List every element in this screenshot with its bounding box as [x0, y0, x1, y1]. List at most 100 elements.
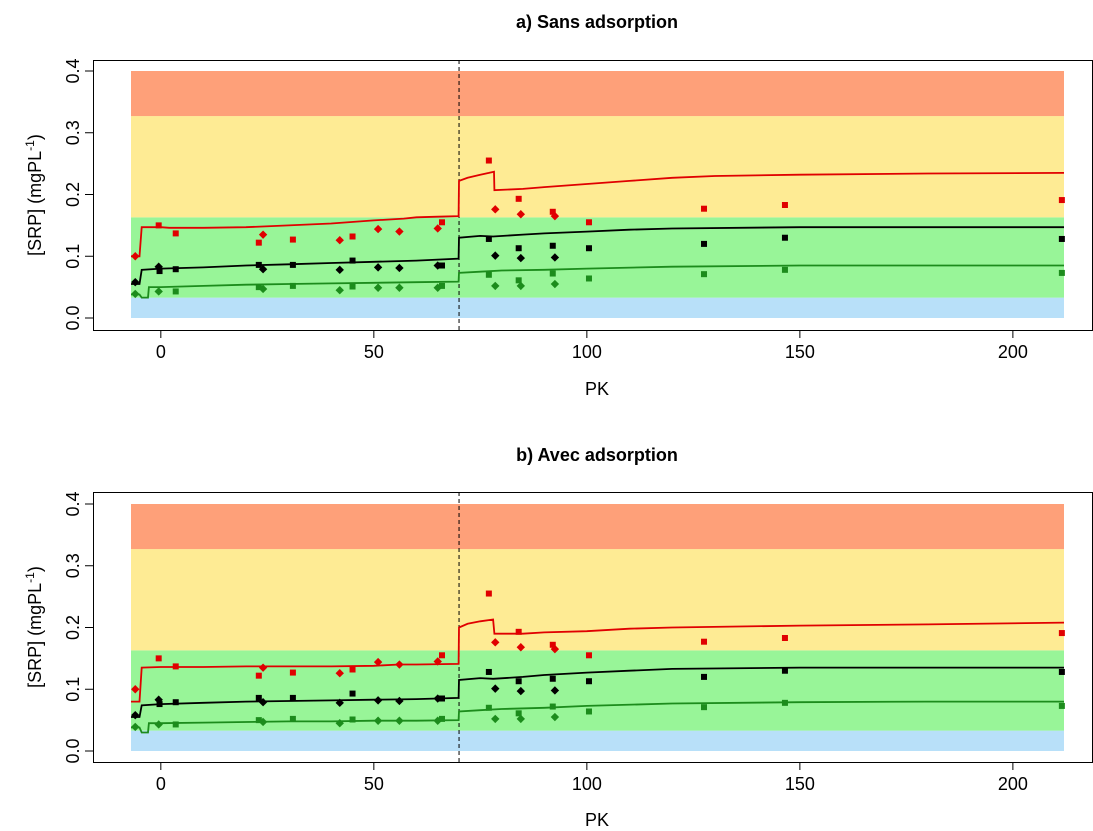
data-point-square	[289, 236, 296, 243]
data-point-square	[585, 245, 592, 252]
data-point-square	[172, 721, 179, 728]
data-point-diamond	[395, 227, 404, 236]
data-point-diamond	[154, 695, 163, 704]
data-point-diamond	[131, 277, 140, 287]
data-point-square	[172, 230, 179, 237]
data-point-diamond	[258, 265, 268, 274]
data-point-square	[156, 701, 163, 708]
x-tick-label: 200	[998, 342, 1028, 362]
data-point-square	[585, 219, 592, 226]
y-axis-title-main: [SRP] (mgPL	[25, 151, 45, 256]
data-point-square	[781, 234, 788, 241]
y-axis-title-main: [SRP] (mgPL	[25, 583, 45, 688]
series-line	[131, 226, 1064, 285]
data-point-square	[549, 242, 556, 249]
data-point-diamond	[550, 211, 560, 221]
data-point-square	[485, 271, 492, 278]
data-point-square	[485, 235, 492, 242]
x-tick-label: 150	[785, 342, 815, 362]
data-point-square	[701, 271, 708, 278]
y-axis-title: [SRP] (mgPL-1)	[23, 134, 45, 256]
data-point-square	[515, 245, 522, 252]
data-point-square	[485, 668, 492, 675]
data-point-square	[156, 268, 163, 275]
data-point-diamond	[335, 265, 344, 275]
data-point-square	[172, 266, 179, 273]
data-point-square	[515, 678, 522, 685]
data-point-diamond	[373, 224, 383, 234]
data-point-square	[1058, 702, 1065, 709]
data-point-square	[439, 262, 445, 269]
data-point-diamond	[516, 210, 526, 219]
data-point-square	[549, 675, 556, 682]
data-point-square	[349, 666, 356, 673]
x-tick-label: 100	[572, 774, 602, 794]
data-point-square	[289, 261, 296, 268]
data-point-square	[1058, 197, 1065, 204]
model-lines	[131, 618, 1065, 734]
data-point-square	[439, 715, 445, 722]
data-point-square	[255, 239, 262, 246]
model-lines	[131, 170, 1065, 299]
x-axis-title: PK	[585, 379, 609, 399]
x-axis: 0 50 100 150 200	[156, 330, 1028, 362]
x-axis-title: PK	[585, 810, 609, 830]
panel-a: a) Sans adsorption 0 50 100 150 200 0.00.10.…	[23, 12, 1093, 399]
data-point-diamond	[335, 719, 344, 728]
data-point-square	[289, 669, 296, 676]
threshold-band	[131, 71, 1064, 117]
threshold-band	[131, 730, 1064, 751]
series-line	[131, 700, 1064, 734]
data-point-square	[585, 652, 592, 659]
data-point-diamond	[373, 657, 383, 667]
y-tick-label: 0.1	[63, 677, 83, 702]
data-point-diamond	[131, 289, 140, 299]
y-tick-label: 0.2	[63, 182, 83, 207]
data-point-square	[485, 590, 492, 597]
observation-points	[131, 157, 1065, 299]
data-point-square	[1058, 668, 1065, 675]
data-point-diamond	[550, 644, 560, 654]
data-point-square	[439, 282, 445, 289]
data-point-square	[585, 678, 592, 685]
data-point-diamond	[373, 716, 383, 725]
data-point-square	[549, 641, 556, 648]
data-point-diamond	[258, 663, 268, 672]
data-point-square	[172, 288, 179, 295]
data-point-diamond	[516, 643, 526, 652]
threshold-band	[131, 297, 1064, 318]
data-point-diamond	[395, 696, 404, 706]
y-tick-label: 0.3	[63, 553, 83, 578]
y-tick-label: 0.2	[63, 615, 83, 640]
data-point-diamond	[258, 717, 268, 727]
panel-b: b) Avec adsorption 0 50 100 150 200 0.00.10.…	[23, 445, 1093, 830]
x-tick-label: 50	[364, 774, 384, 794]
data-point-diamond	[550, 686, 560, 695]
data-point-diamond	[258, 284, 268, 294]
data-point-diamond	[550, 712, 560, 722]
data-point-square	[349, 233, 356, 240]
data-point-square	[289, 694, 296, 701]
data-point-square	[1058, 235, 1065, 242]
data-point-square	[701, 240, 708, 247]
threshold-band	[131, 504, 1064, 550]
data-point-diamond	[516, 281, 526, 291]
x-axis: 0 50 100 150 200	[156, 762, 1028, 794]
y-tick-label: 0.4	[63, 491, 83, 516]
data-point-square	[781, 634, 788, 641]
data-point-diamond	[550, 253, 560, 262]
data-point-square	[349, 690, 356, 697]
data-point-square	[701, 205, 708, 212]
data-point-diamond	[335, 235, 344, 245]
data-point-square	[781, 201, 788, 208]
data-point-diamond	[433, 657, 442, 666]
series-line	[131, 666, 1064, 718]
x-tick-label: 0	[156, 774, 166, 794]
data-point-diamond	[433, 694, 442, 703]
data-point-diamond	[335, 668, 344, 678]
data-point-square	[349, 283, 356, 290]
data-point-square	[289, 282, 296, 289]
observation-points	[131, 590, 1065, 732]
data-point-diamond	[491, 251, 500, 260]
x-tick-label: 100	[572, 342, 602, 362]
